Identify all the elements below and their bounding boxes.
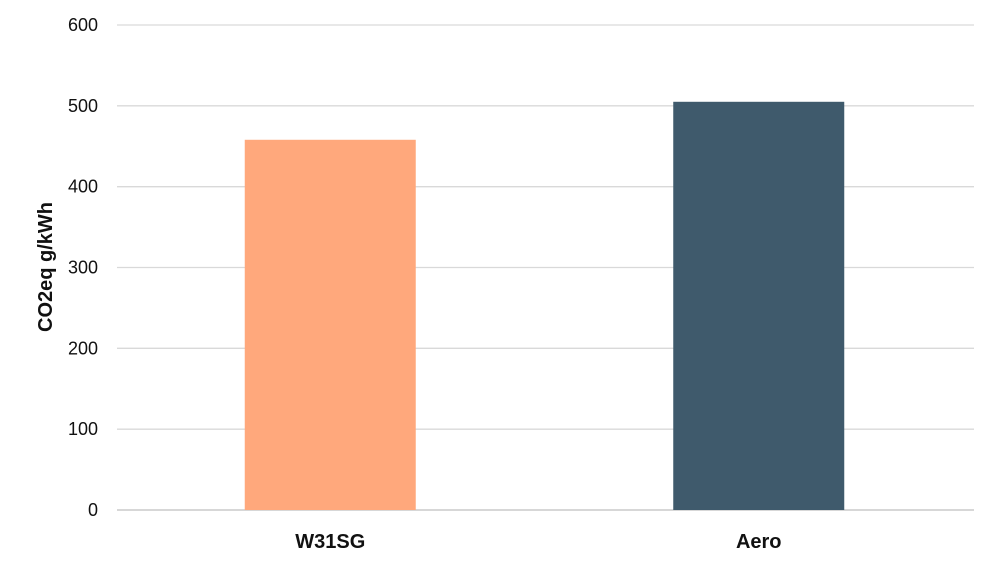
x-tick-label: W31SG <box>295 531 365 553</box>
y-axis-title: CO2eq g/kWh <box>35 202 57 332</box>
y-tick-label: 100 <box>68 419 98 439</box>
y-tick-labels: 0 100 200 300 400 500 600 <box>68 15 98 520</box>
y-tick-label: 200 <box>68 338 98 358</box>
y-tick-label: 600 <box>68 15 98 35</box>
bars <box>244 101 845 511</box>
x-tick-label: Aero <box>736 531 782 553</box>
bar-aero <box>673 101 845 511</box>
y-tick-label: 400 <box>68 177 98 197</box>
bar-w31sg <box>244 139 416 511</box>
y-tick-label: 300 <box>68 258 98 278</box>
y-tick-label: 500 <box>68 96 98 116</box>
y-tick-label: 0 <box>88 500 98 520</box>
x-tick-labels: W31SG Aero <box>295 531 781 553</box>
